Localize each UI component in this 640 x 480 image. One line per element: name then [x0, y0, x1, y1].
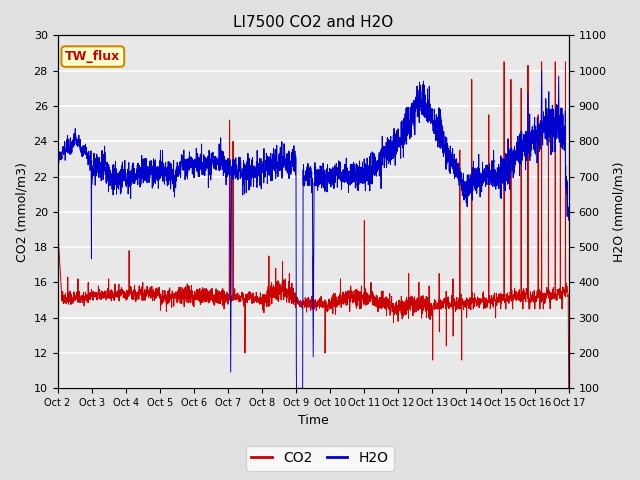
CO2: [565, 385, 573, 391]
CO2: [54, 223, 61, 229]
Title: LI7500 CO2 and H2O: LI7500 CO2 and H2O: [233, 15, 393, 30]
H2O: [54, 258, 61, 264]
CO2: [250, 292, 257, 298]
Y-axis label: H2O (mmol/m3): H2O (mmol/m3): [612, 162, 625, 262]
CO2: [112, 294, 120, 300]
H2O: [272, 176, 280, 181]
X-axis label: Time: Time: [298, 414, 328, 427]
Legend: CO2, H2O: CO2, H2O: [246, 445, 394, 471]
CO2: [272, 265, 280, 271]
Line: CO2: CO2: [58, 62, 569, 388]
CO2: [555, 287, 563, 293]
Text: TW_flux: TW_flux: [65, 50, 120, 63]
H2O: [112, 170, 120, 176]
Y-axis label: CO2 (mmol/m3): CO2 (mmol/m3): [15, 162, 28, 262]
H2O: [250, 184, 257, 190]
CO2: [500, 59, 508, 65]
H2O: [292, 385, 300, 391]
H2O: [538, 68, 545, 73]
CO2: [142, 287, 150, 293]
H2O: [142, 172, 150, 178]
CO2: [500, 296, 508, 302]
Line: H2O: H2O: [58, 71, 569, 388]
H2O: [555, 114, 563, 120]
H2O: [565, 217, 573, 223]
H2O: [500, 171, 508, 177]
